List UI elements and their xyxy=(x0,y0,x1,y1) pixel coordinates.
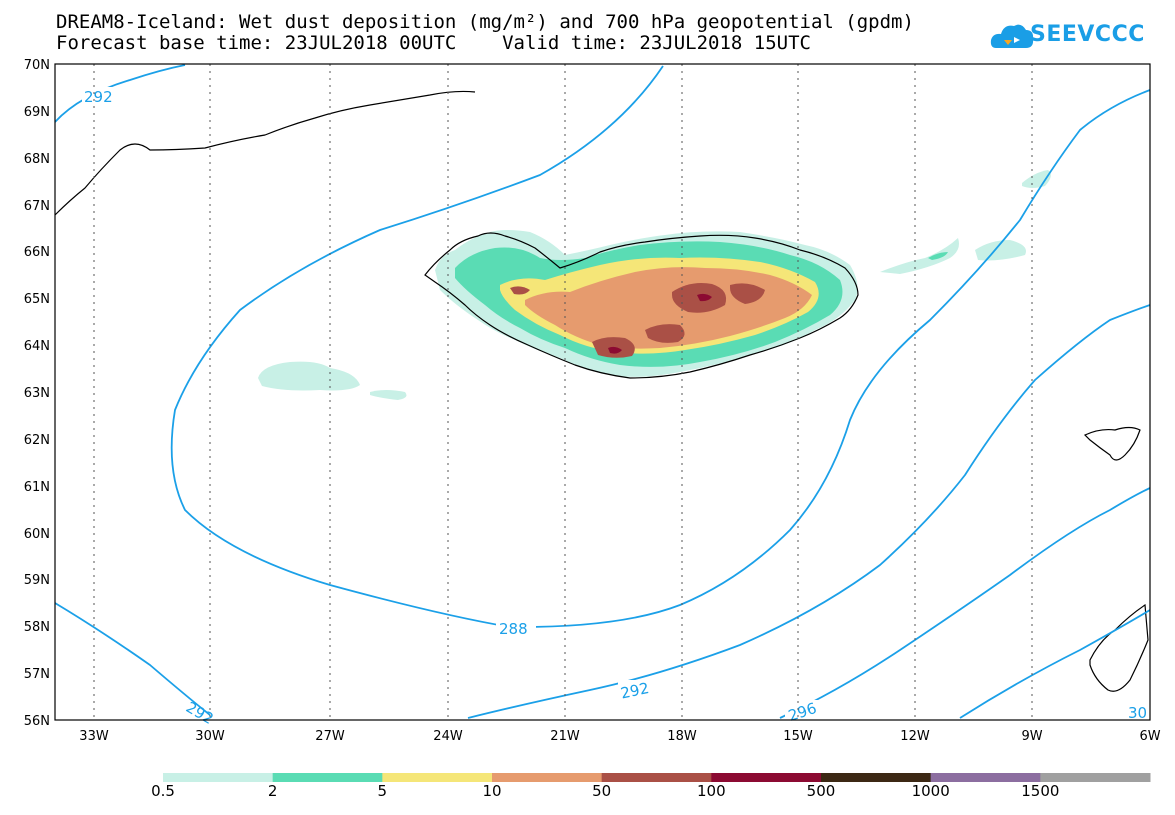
coastlines xyxy=(54,90,1149,692)
colorbar-swatch xyxy=(163,773,274,782)
colorbar-label: 50 xyxy=(592,782,612,800)
contour-label: 292 xyxy=(84,88,113,106)
contour-label: 292 xyxy=(619,679,651,703)
lon-label: 33W xyxy=(79,729,109,744)
map-subtitle: Forecast base time: 23JUL2018 00UTC Vali… xyxy=(56,32,811,54)
lat-label: 63N xyxy=(24,386,50,401)
latitude-labels: 70N 69N 68N 67N 66N 65N 64N 63N 62N 61N … xyxy=(24,58,50,729)
logo-text: SEEVCCC xyxy=(1030,22,1145,47)
lat-label: 57N xyxy=(24,667,50,682)
colorbar xyxy=(163,773,1151,782)
colorbar-label: 500 xyxy=(806,782,836,800)
colorbar-label: 100 xyxy=(697,782,726,800)
map-title: DREAM8-Iceland: Wet dust deposition (mg/… xyxy=(56,11,914,33)
lon-label: 12W xyxy=(900,729,930,744)
lat-label: 65N xyxy=(24,292,50,307)
lon-label: 30W xyxy=(195,729,225,744)
lat-label: 62N xyxy=(24,433,50,448)
lat-label: 68N xyxy=(24,152,50,167)
lon-label: 18W xyxy=(667,729,697,744)
lat-label: 59N xyxy=(24,573,50,588)
lat-label: 64N xyxy=(24,339,50,354)
colorbar-swatch xyxy=(711,773,822,782)
map-frame xyxy=(54,63,1151,721)
colorbar-swatch xyxy=(492,773,603,782)
lat-label: 60N xyxy=(24,527,50,542)
geopotential-contours xyxy=(54,64,1151,719)
lat-label: 58N xyxy=(24,620,50,635)
colorbar-label: 2 xyxy=(267,782,278,800)
colorbar-swatch xyxy=(272,773,383,782)
lat-label: 69N xyxy=(24,105,50,120)
lat-label: 56N xyxy=(24,714,50,729)
colorbar-label: 5 xyxy=(377,782,388,800)
seevccc-logo xyxy=(990,24,1034,48)
colorbar-swatch xyxy=(1040,773,1151,782)
lon-label: 9W xyxy=(1021,729,1042,744)
colorbar-label: 1000 xyxy=(911,782,950,800)
colorbar-swatch xyxy=(382,773,493,782)
colorbar-label: 1500 xyxy=(1021,782,1060,800)
lon-label: 21W xyxy=(550,729,580,744)
contour-label: 30 xyxy=(1128,704,1147,722)
contour-label: 292 xyxy=(183,698,217,728)
lon-label: 24W xyxy=(433,729,463,744)
deposition-shading xyxy=(258,170,1051,400)
colorbar-label: 10 xyxy=(482,782,502,800)
colorbar-swatch xyxy=(930,773,1041,782)
lon-label: 27W xyxy=(315,729,345,744)
graticule xyxy=(93,64,1033,720)
colorbar-swatch xyxy=(601,773,712,782)
longitude-labels: 33W 30W 27W 24W 21W 18W 15W 12W 9W 6W xyxy=(79,729,1160,744)
contour-label: 288 xyxy=(499,620,528,638)
lon-label: 15W xyxy=(783,729,813,744)
lat-label: 70N xyxy=(24,58,50,73)
lat-label: 67N xyxy=(24,199,50,214)
colorbar-label: 0.5 xyxy=(151,782,175,800)
lat-label: 61N xyxy=(24,480,50,495)
lat-label: 66N xyxy=(24,245,50,260)
contour-labels: 292 288 292 296 292 30 xyxy=(82,87,1147,728)
lon-label: 6W xyxy=(1139,729,1160,744)
colorbar-swatch xyxy=(821,773,932,782)
